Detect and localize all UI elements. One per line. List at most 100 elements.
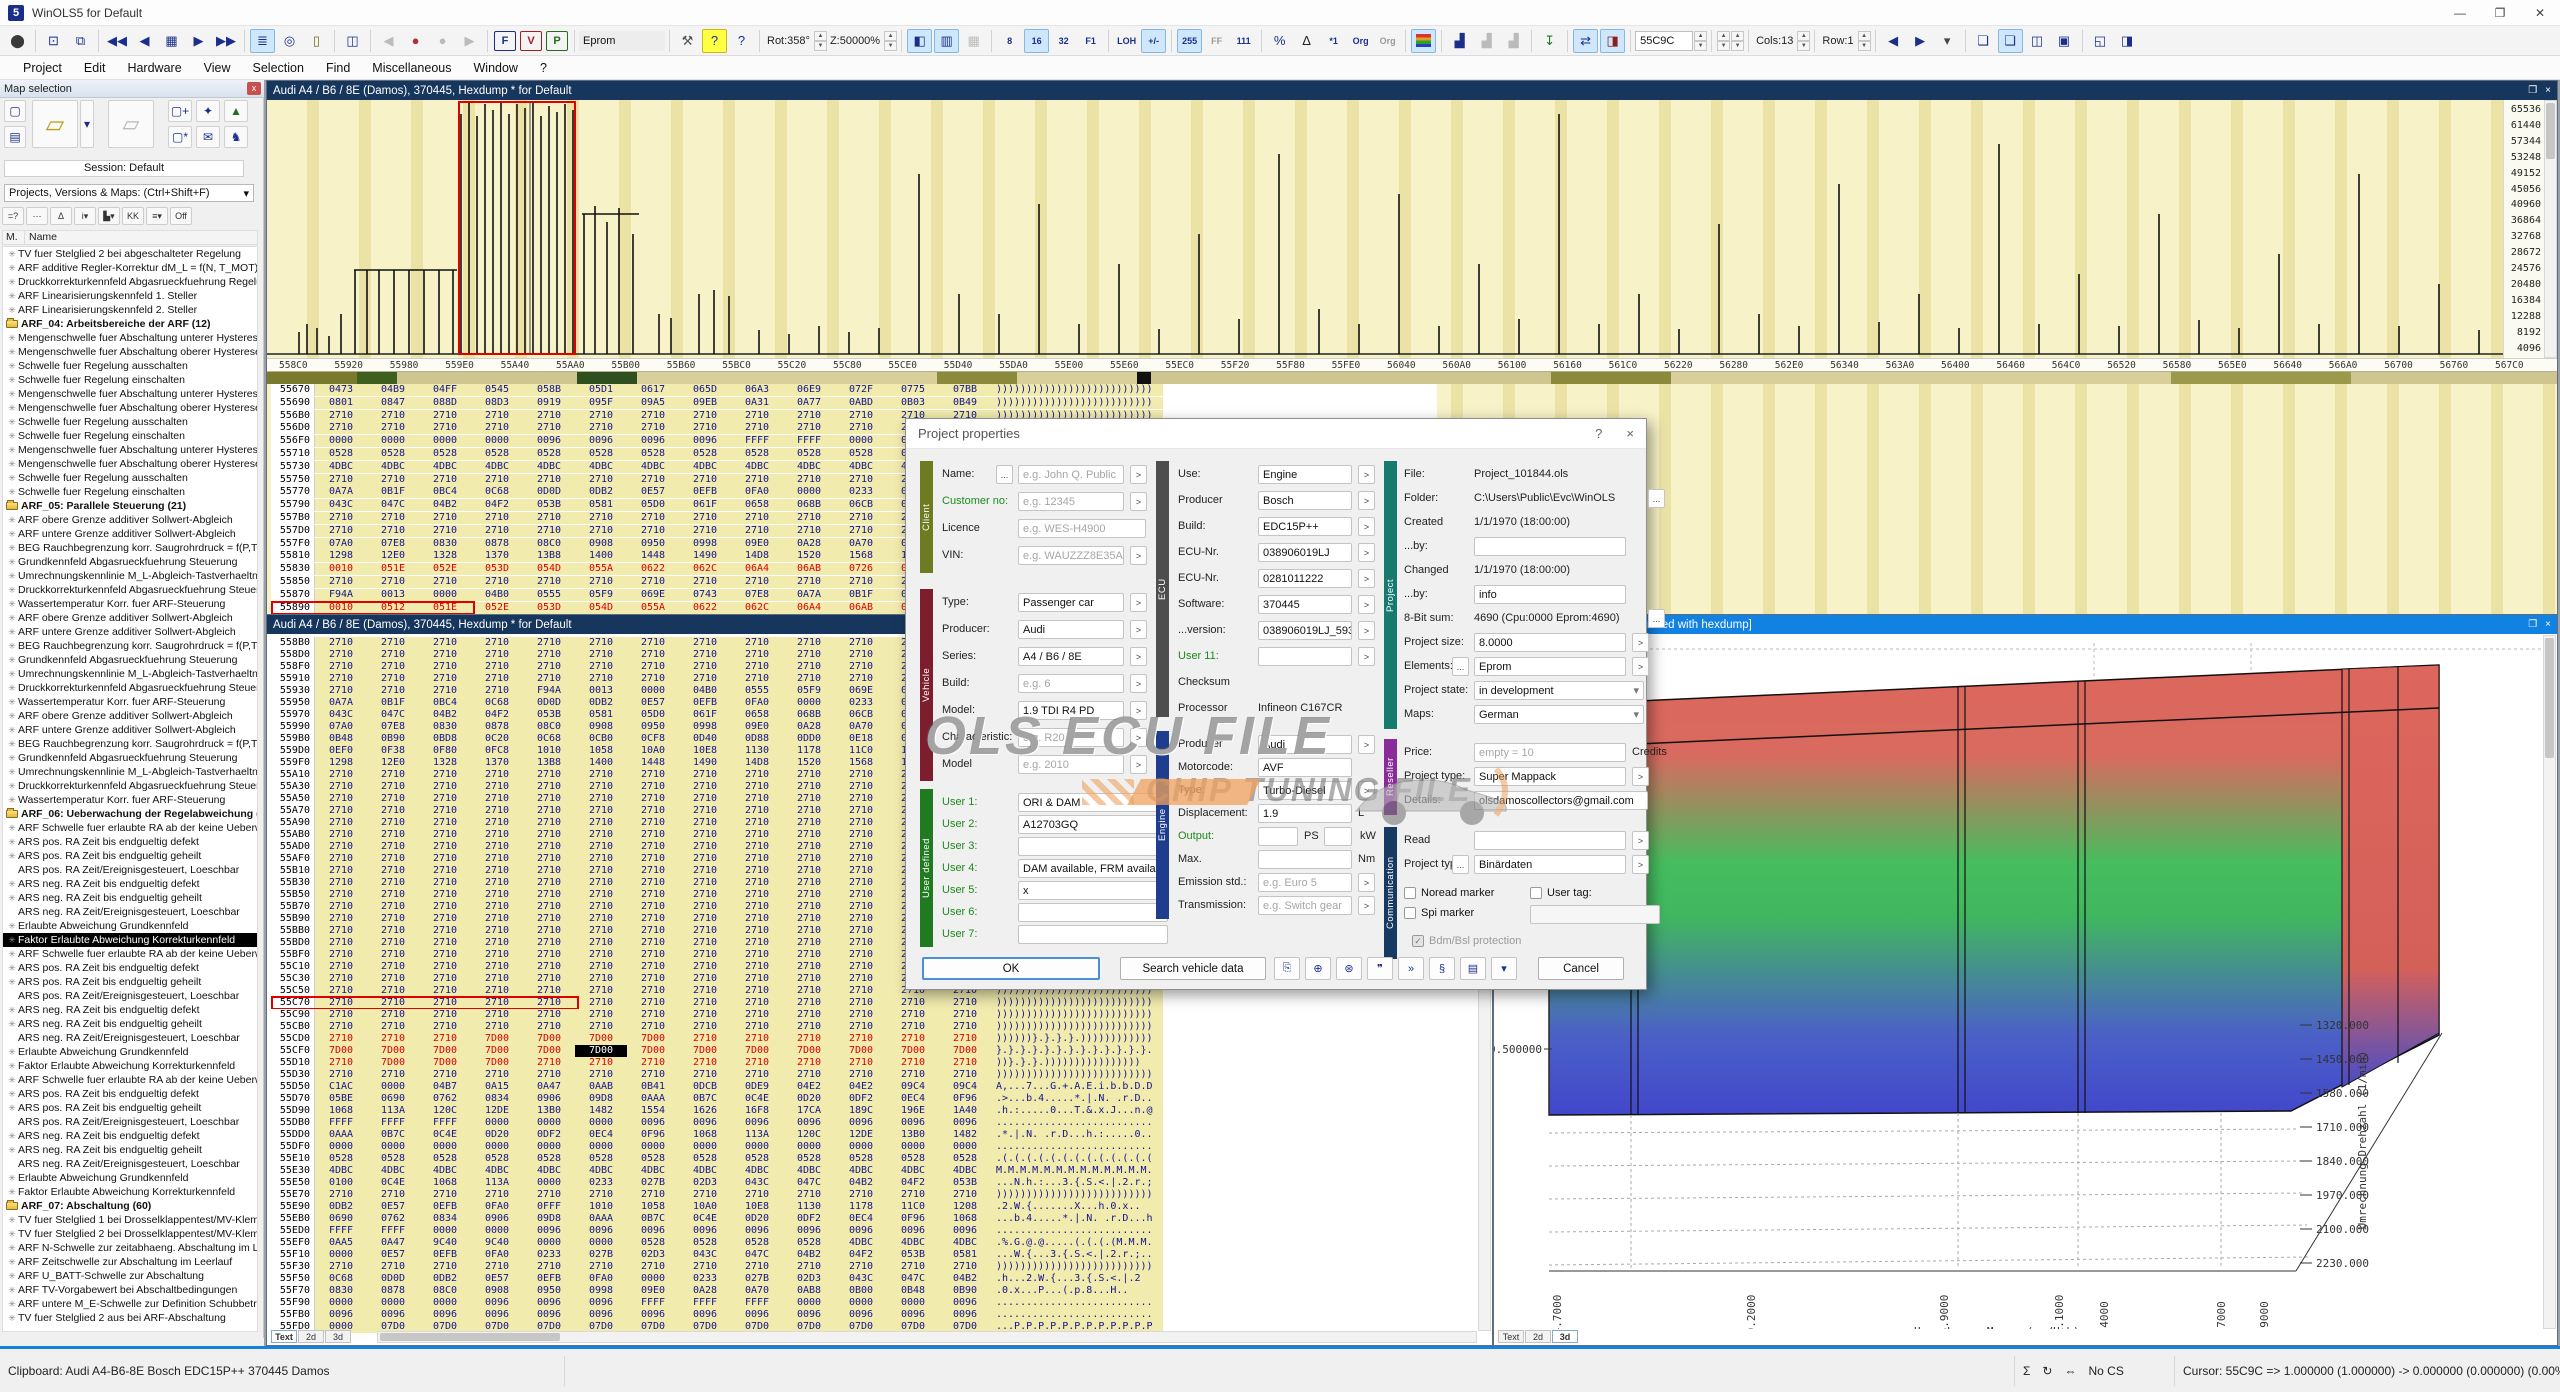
project-combobox[interactable]: in development▾ bbox=[1474, 681, 1644, 700]
hex-cell[interactable]: 120C bbox=[783, 1129, 835, 1141]
hex-cell[interactable]: 0528 bbox=[419, 448, 471, 460]
hex-cell[interactable]: 0FA0 bbox=[471, 1201, 523, 1213]
hex-cell[interactable]: 2710 bbox=[471, 525, 523, 537]
hex-cell[interactable]: 0473 bbox=[315, 384, 367, 396]
hex-cell[interactable]: 2710 bbox=[419, 889, 471, 901]
hex-cell[interactable]: 2710 bbox=[419, 781, 471, 793]
hex-cell[interactable]: 2710 bbox=[783, 961, 835, 973]
hex-cell[interactable]: 2710 bbox=[575, 525, 627, 537]
hex-cell[interactable]: 0100 bbox=[315, 1177, 367, 1189]
hex-cell[interactable]: 1068 bbox=[315, 1105, 367, 1117]
hex-cell[interactable]: 0726 bbox=[835, 563, 887, 575]
hex-cell[interactable]: 14D8 bbox=[731, 550, 783, 562]
hex-cell[interactable]: 2710 bbox=[783, 1261, 835, 1273]
hex-cell[interactable]: 7D00 bbox=[523, 1033, 575, 1045]
hex-cell[interactable]: 1010 bbox=[523, 745, 575, 757]
hex-cell[interactable]: 043C bbox=[315, 709, 367, 721]
map-tree-item[interactable]: ✳BEG Rauchbegrenzung korr. Saugrohrdruck… bbox=[3, 737, 257, 751]
hex-cell[interactable]: 0C4E bbox=[679, 1213, 731, 1225]
filter-name-icon[interactable]: =? bbox=[2, 207, 24, 225]
hex-cell[interactable]: 0000 bbox=[471, 1141, 523, 1153]
hex-cell[interactable]: 2710 bbox=[419, 949, 471, 961]
hex-cell[interactable]: 2710 bbox=[367, 1021, 419, 1033]
hex-cell[interactable]: 4DBC bbox=[783, 1165, 835, 1177]
user-input[interactable] bbox=[1018, 925, 1168, 944]
menu-edit[interactable]: Edit bbox=[73, 56, 117, 80]
hex-address[interactable]: 55F90 bbox=[271, 1297, 315, 1309]
hex-cell[interactable]: 2710 bbox=[835, 422, 887, 434]
hex-cell[interactable]: 2710 bbox=[627, 949, 679, 961]
hex-cell[interactable]: 1554 bbox=[627, 1105, 679, 1117]
hex-cell[interactable]: 0000 bbox=[679, 1141, 731, 1153]
comm-input[interactable]: Binärdaten bbox=[1474, 855, 1626, 874]
hex-cell[interactable]: 2710 bbox=[679, 937, 731, 949]
map-tree-item[interactable]: ARS pos. RA Zeit/Ereignisgesteuert, Loes… bbox=[3, 863, 257, 877]
hex-cell[interactable]: 0DD0 bbox=[783, 733, 835, 745]
hex-cell[interactable]: 0A47 bbox=[367, 1237, 419, 1249]
hex-cell[interactable]: 2710 bbox=[627, 997, 679, 1009]
hex-cell[interactable]: 0096 bbox=[523, 435, 575, 447]
hex-cell[interactable]: 2710 bbox=[315, 637, 367, 649]
hex-cell[interactable]: 0000 bbox=[471, 1225, 523, 1237]
tab-text[interactable]: Text bbox=[1498, 1330, 1524, 1343]
hex-cell[interactable]: 2710 bbox=[367, 925, 419, 937]
hex-cell[interactable]: 0000 bbox=[783, 1141, 835, 1153]
hex-cell[interactable]: 2710 bbox=[419, 1033, 471, 1045]
hex-cell[interactable]: 0096 bbox=[523, 1225, 575, 1237]
hex-cell[interactable]: 2710 bbox=[575, 937, 627, 949]
hex-cell[interactable]: 2710 bbox=[315, 961, 367, 973]
hex-cell[interactable]: 0528 bbox=[627, 1237, 679, 1249]
hex-cell[interactable]: 0EFB bbox=[419, 1201, 471, 1213]
hex-cell[interactable]: 0528 bbox=[471, 1153, 523, 1165]
hex-cell[interactable]: 2710 bbox=[835, 1189, 887, 1201]
hex-cell[interactable]: 2710 bbox=[731, 637, 783, 649]
vehicle-arrow-button[interactable]: > bbox=[1130, 674, 1147, 693]
hex-address[interactable]: 557D0 bbox=[271, 525, 315, 537]
hex-cell[interactable]: 1298 bbox=[315, 757, 367, 769]
map-tree-folder[interactable]: ARF_05: Parallele Steuerung (21) bbox=[3, 499, 257, 513]
hex-cell[interactable]: 0878 bbox=[367, 1285, 419, 1297]
hex-cell[interactable]: 2710 bbox=[783, 889, 835, 901]
hex-cell[interactable]: 0EC4 bbox=[835, 1213, 887, 1225]
hex-cell[interactable]: 2710 bbox=[731, 949, 783, 961]
hex-cell[interactable]: 2710 bbox=[731, 1033, 783, 1045]
menu-window[interactable]: Window bbox=[463, 56, 529, 80]
user-input[interactable]: DAM available, FRM availa bbox=[1018, 859, 1168, 878]
hex-cell[interactable]: 0DB2 bbox=[315, 1201, 367, 1213]
hex-cell[interactable]: 0622 bbox=[627, 563, 679, 575]
noread-marker-checkbox-box[interactable] bbox=[1404, 887, 1416, 899]
hex-cell[interactable]: 061F bbox=[679, 499, 731, 511]
hex-cell[interactable]: 7D00 bbox=[419, 1045, 471, 1057]
map-tree-item[interactable]: ✳ARF untere Grenze additiver Sollwert-Ab… bbox=[3, 723, 257, 737]
hex-cell[interactable]: 0000 bbox=[419, 435, 471, 447]
hex-cell[interactable]: 0658 bbox=[731, 709, 783, 721]
hex-address[interactable]: 55C30 bbox=[271, 973, 315, 985]
hex-cell[interactable]: 2710 bbox=[679, 474, 731, 486]
reseller-arrow-button[interactable]: > bbox=[1632, 767, 1649, 786]
hex-cell[interactable]: 2710 bbox=[679, 901, 731, 913]
hex-cell[interactable]: 0528 bbox=[575, 448, 627, 460]
hex-cell[interactable]: 0DF2 bbox=[835, 1093, 887, 1105]
hex-cell[interactable]: 2710 bbox=[367, 793, 419, 805]
hex-cell[interactable]: 2710 bbox=[523, 637, 575, 649]
map-tree-item[interactable]: ✳ARF untere M_E-Schwelle zur Definition … bbox=[3, 1297, 257, 1311]
hex-cell[interactable]: 2710 bbox=[887, 1033, 939, 1045]
hex-cell[interactable]: 2710 bbox=[471, 1189, 523, 1201]
hex-cell[interactable]: 2710 bbox=[627, 973, 679, 985]
hex-cell[interactable]: 2710 bbox=[523, 841, 575, 853]
hex-cell[interactable]: 2710 bbox=[523, 1069, 575, 1081]
hex-cell[interactable]: 2710 bbox=[731, 793, 783, 805]
graph-vscrollbar[interactable] bbox=[2544, 100, 2557, 358]
hex-cell[interactable]: 2710 bbox=[315, 937, 367, 949]
hex-cell[interactable]: 2710 bbox=[731, 410, 783, 422]
hex-cell[interactable]: 2710 bbox=[679, 889, 731, 901]
hex-address[interactable]: 55770 bbox=[271, 486, 315, 498]
previous-project-icon[interactable]: ◀ bbox=[376, 29, 401, 53]
hex-cell[interactable]: 0B7C bbox=[679, 1093, 731, 1105]
hex-cell[interactable]: 7D00 bbox=[367, 1057, 419, 1069]
hex-cell[interactable]: 4DBC bbox=[367, 1165, 419, 1177]
hex-cell[interactable]: 2710 bbox=[523, 1021, 575, 1033]
hex-cell[interactable]: 0FA0 bbox=[471, 1249, 523, 1261]
hex-address[interactable]: 55B10 bbox=[271, 865, 315, 877]
hex-cell[interactable]: 2710 bbox=[315, 474, 367, 486]
